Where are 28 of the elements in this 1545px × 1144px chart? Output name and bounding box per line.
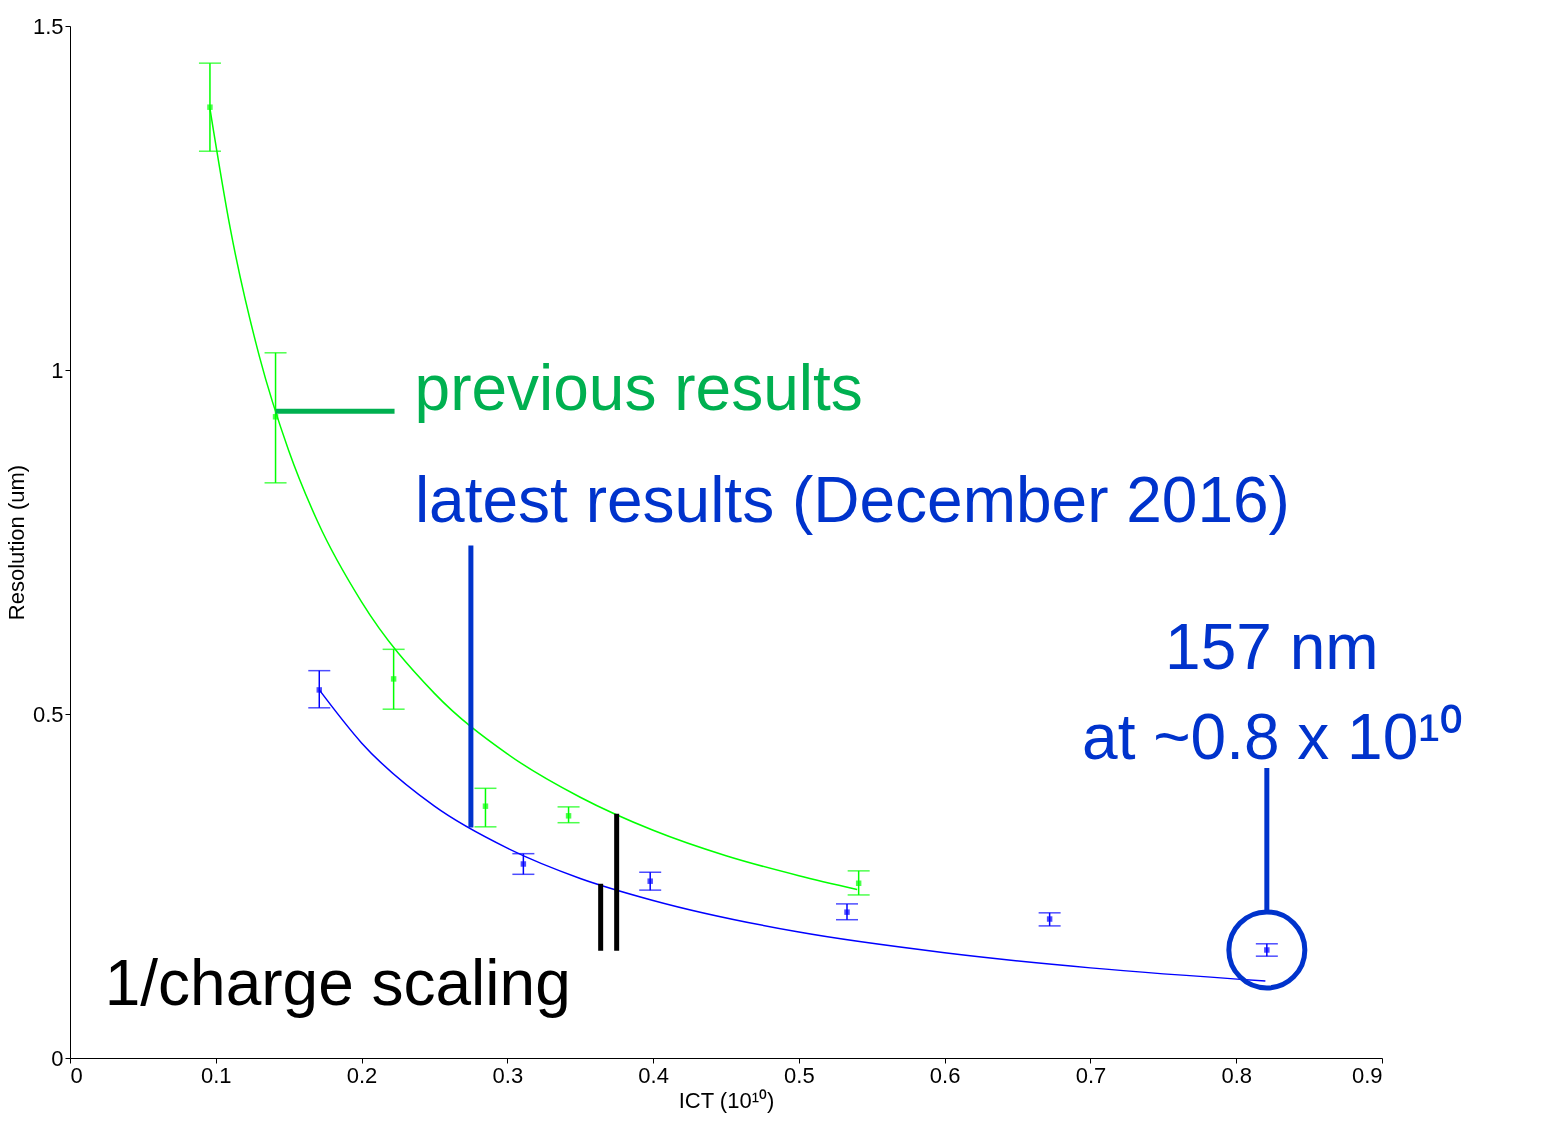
point — [207, 104, 213, 110]
point — [1046, 916, 1053, 922]
y-tick-label: 1.5 — [32, 13, 64, 39]
x-tick-label: 0 — [70, 1062, 83, 1088]
x-tick-label: 0.8 — [1221, 1062, 1253, 1088]
y-tick-label: 1 — [51, 357, 64, 383]
point — [520, 861, 527, 867]
x-tick-label: 0.6 — [929, 1062, 961, 1088]
x-tick-label: 0.2 — [346, 1062, 378, 1088]
x-tick-label: 0.1 — [200, 1062, 232, 1088]
y-tick-label: 0.5 — [32, 701, 64, 727]
point — [647, 878, 653, 884]
x-tick-label: 0.9 — [1351, 1062, 1383, 1088]
x-tick-label: 0.7 — [1075, 1062, 1107, 1088]
annotation: 157 nm at ~0.8 x 10¹⁰ — [1082, 610, 1462, 773]
point — [844, 909, 850, 915]
point — [390, 676, 397, 682]
x-tick-label: 0.3 — [492, 1062, 524, 1088]
annotation: 1/charge scaling — [104, 946, 571, 1019]
y-axis-title: Resolution (um) — [3, 464, 29, 621]
annotation: previous results — [414, 352, 863, 425]
x-tick-label: 0.4 — [638, 1062, 669, 1088]
y-tick-label: 0 — [51, 1045, 64, 1071]
annotation: latest results (December 2016) — [414, 463, 1290, 536]
point — [565, 813, 572, 819]
x-tick-label: 0.5 — [784, 1062, 815, 1088]
x-axis-title: ICT (10¹⁰) — [678, 1087, 775, 1113]
point — [482, 803, 489, 809]
